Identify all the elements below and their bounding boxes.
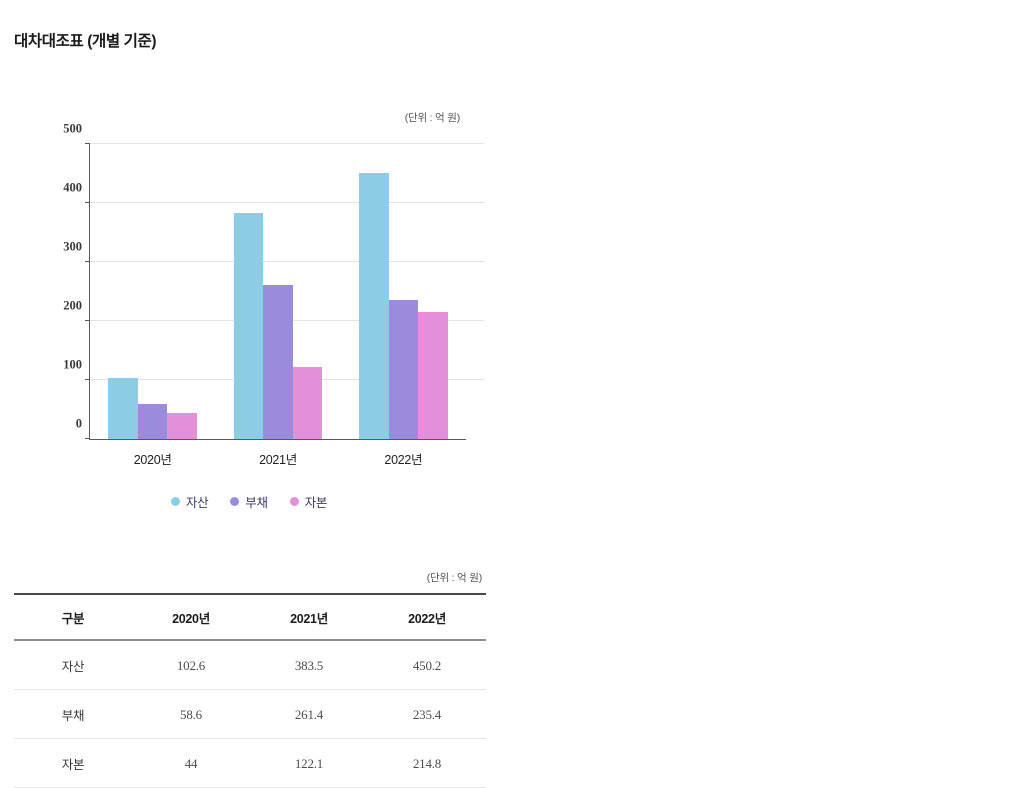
chart-legend-left: 자산 부채 자본	[14, 492, 484, 511]
income-statement-panel: 손익계산서 (개별 기준) (단위 : 억 원) -10001002003004…	[512, 0, 1024, 776]
table-head-left: 구분 2020년 2021년 2022년	[14, 593, 486, 641]
balance-sheet-table: 구분 2020년 2021년 2022년 자산 102.6 383.5 450.2 부채 58.…	[14, 593, 486, 788]
bar-부채-2022년	[388, 300, 419, 439]
x-axis-tick-label: 2021년	[259, 453, 297, 467]
legend-item-부채[interactable]: 부채	[230, 492, 268, 511]
cell-value: 102.6	[132, 640, 250, 690]
y-axis-tick-mark	[85, 202, 90, 203]
cell-value: 214.8	[368, 738, 486, 788]
cell-value: 44	[132, 738, 250, 788]
table-row: 자본 44 122.1 214.8	[14, 738, 486, 788]
y-axis-tick-mark	[85, 438, 90, 439]
row-label: 자본	[14, 738, 132, 788]
gridline	[90, 261, 484, 262]
table-unit-note-left: (단위 : 억 원)	[426, 572, 483, 584]
legend-item-자산[interactable]: 자산	[170, 492, 209, 511]
balance-sheet-chart: (단위 : 억 원) 0 100 200 300 400 500 2020년 2021년 202…	[14, 110, 484, 530]
plot-area-left: 0 100 200 300 400 500 2020년 2021년 2022년	[63, 122, 484, 467]
bar-자산-2021년	[233, 212, 264, 439]
cell-value: 235.4	[368, 689, 486, 739]
y-axis-tick-mark	[85, 261, 90, 262]
legend-item-자본[interactable]: 자본	[289, 492, 328, 511]
bar-자산-2022년	[359, 173, 389, 439]
bar-부채-2020년	[137, 404, 168, 439]
bar-자본-2022년	[418, 312, 448, 439]
table-body-left: 자산 102.6 383.5 450.2 부채 58.6 261.4 235.4 자본 44 122…	[14, 640, 486, 788]
page-title-balance-sheet: 대차대조표 (개별 기준)	[14, 32, 157, 50]
cell-value: 261.4	[250, 689, 368, 739]
plot-left: 0 100 200 300 400 500 2020년 2021년 2022년	[14, 122, 484, 472]
legend-swatch-icon	[230, 497, 240, 506]
gridline	[90, 202, 484, 203]
gridline	[90, 143, 484, 144]
legend-label: 자본	[304, 496, 328, 510]
balance-sheet-panel: 대차대조표 (개별 기준) (단위 : 억 원) 0 100 200 300 400 50…	[0, 0, 512, 788]
x-axis-tick-label: 2022년	[384, 453, 423, 467]
legend-label: 부채	[245, 496, 268, 510]
bar-자산-2020년	[108, 378, 138, 439]
y-axis-tick-label: 300	[63, 239, 82, 254]
column-header-year: 2022년	[368, 593, 486, 641]
column-header-year: 2020년	[132, 593, 250, 641]
y-axis-tick-label: 500	[63, 121, 82, 136]
column-header-year: 2021년	[250, 593, 368, 641]
table-header-row: 구분 2020년 2021년 2022년	[14, 593, 486, 641]
legend-swatch-icon	[170, 497, 180, 506]
y-axis-tick-label: 0	[75, 416, 82, 431]
table-row: 부채 58.6 261.4 235.4	[14, 689, 486, 739]
y-axis-tick-mark	[85, 143, 90, 144]
bar-자본-2020년	[167, 413, 197, 439]
x-axis-tick-label: 2020년	[133, 453, 172, 467]
y-axis-tick-label: 200	[63, 298, 82, 313]
cell-value: 450.2	[368, 640, 486, 690]
y-axis-tick-mark	[85, 320, 90, 321]
column-header-category: 구분	[14, 593, 132, 641]
cell-value: 58.6	[132, 689, 250, 739]
y-axis-tick-label: 400	[63, 180, 82, 195]
y-axis-tick-mark	[85, 379, 90, 380]
row-label: 부채	[14, 689, 132, 739]
bar-부채-2021년	[263, 284, 293, 439]
bar-자본-2021년	[292, 366, 323, 439]
legend-swatch-icon	[289, 497, 299, 506]
table-row: 자산 102.6 383.5 450.2	[14, 640, 486, 690]
legend-label: 자산	[185, 496, 209, 510]
y-axis-tick-label: 100	[63, 357, 82, 372]
balance-sheet-table-wrap: (단위 : 억 원) 구분 2020년 2021년 2022년 자산 102.6 383.…	[14, 570, 486, 788]
chart-unit-note-left: (단위 : 억 원)	[404, 112, 461, 124]
cell-value: 383.5	[250, 640, 368, 690]
row-label: 자산	[14, 640, 132, 690]
cell-value: 122.1	[250, 738, 368, 788]
